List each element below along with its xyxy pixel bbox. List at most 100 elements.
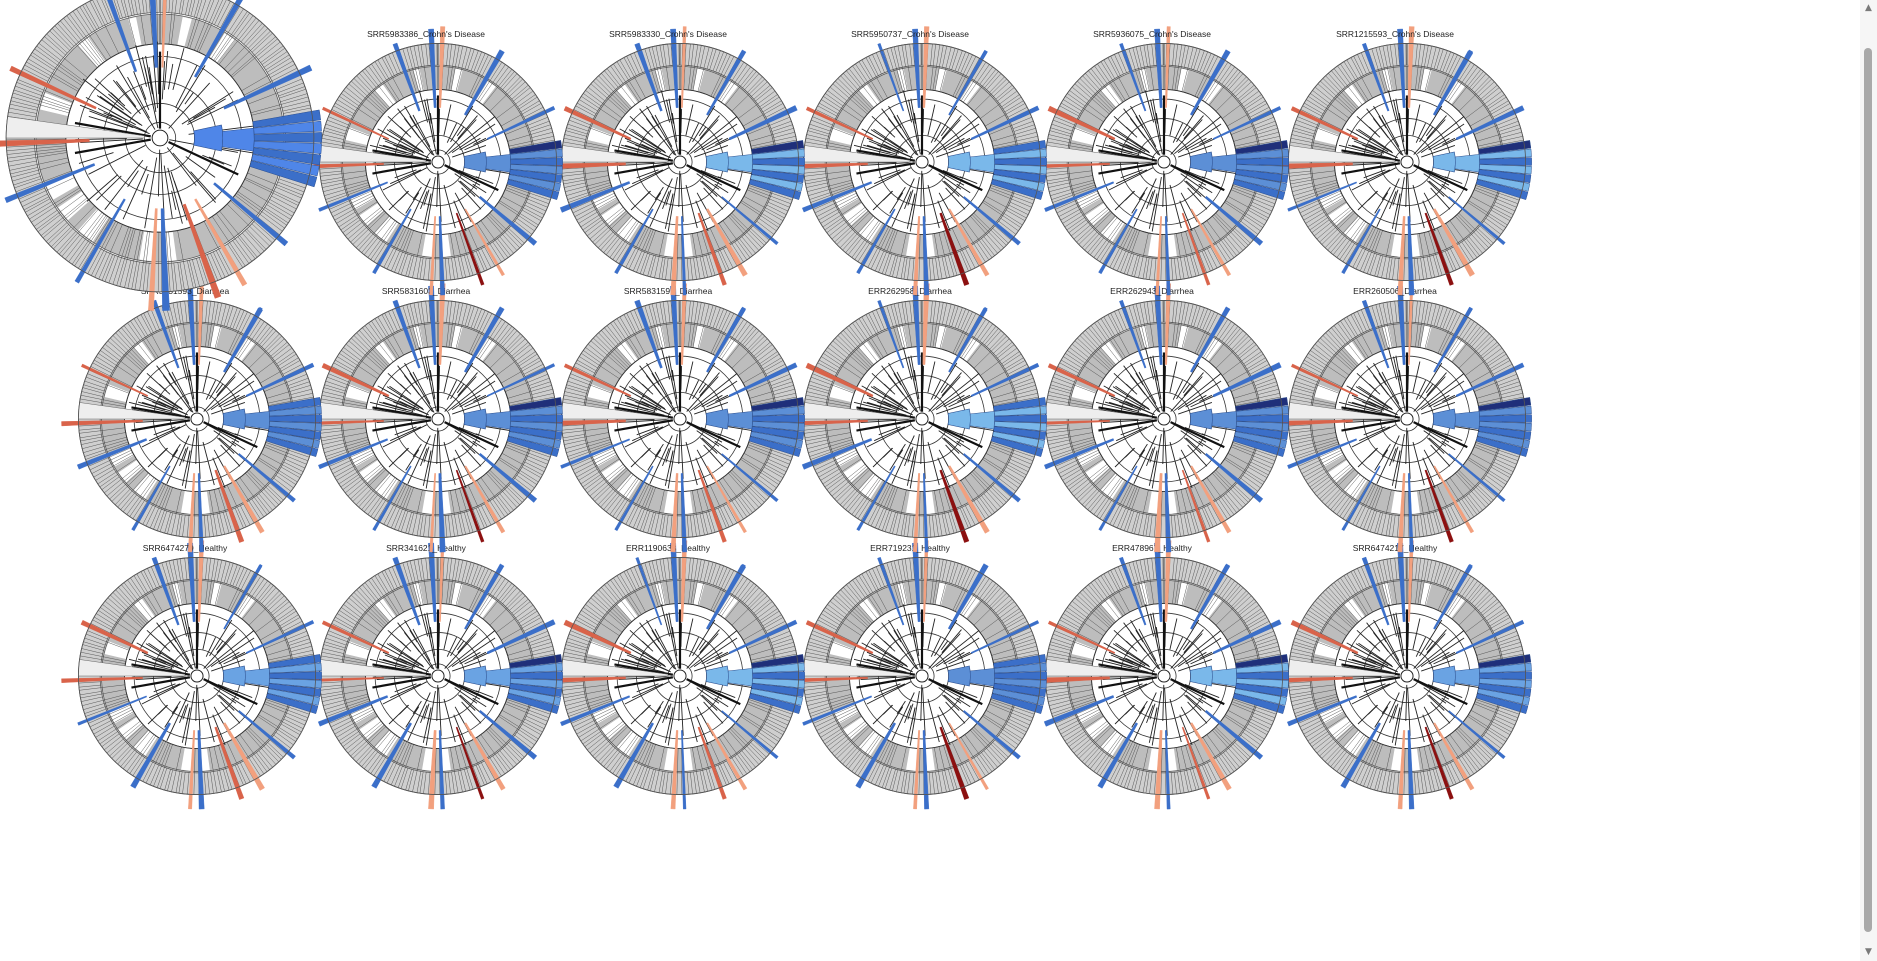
abundance-spike <box>1098 208 1138 275</box>
abundance-spike <box>1397 216 1406 296</box>
abundance-spike <box>970 620 1040 654</box>
abundance-spike <box>948 307 988 373</box>
sunburst-panel-crohns[interactable]: SRR5950737_Crohn's Disease <box>786 26 1047 296</box>
highlight-slice <box>1235 140 1289 155</box>
abundance-spike <box>1341 465 1381 532</box>
tree-trunk <box>444 678 499 706</box>
sunburst-gap <box>906 234 918 257</box>
abundance-spike <box>428 28 437 108</box>
highlight-slice <box>1475 436 1529 457</box>
sunburst-gap <box>1071 384 1096 403</box>
abundance-spike <box>1043 695 1115 727</box>
abundance-spike <box>187 473 196 553</box>
scrollbar-thumb[interactable] <box>1864 48 1872 932</box>
tree-trunk <box>74 138 151 155</box>
abundance-spike <box>1448 710 1506 760</box>
abundance-spike <box>856 208 896 275</box>
abundance-spike <box>151 556 180 626</box>
highlight-slice <box>993 397 1047 412</box>
scroll-down-arrow-icon[interactable]: ▼ <box>1865 947 1872 957</box>
sunburst-panel-healthy[interactable]: SRR6474279_Healthy <box>61 540 322 810</box>
abundance-spike <box>438 730 445 810</box>
panel-label: ERR1190638_Healthy <box>626 543 711 553</box>
tree-trunk <box>686 421 741 449</box>
tree-trunk <box>686 678 741 706</box>
highlight-slice <box>993 654 1047 669</box>
scroll-up-arrow-icon[interactable]: ▲ <box>1865 3 1872 13</box>
abundance-spike <box>245 362 315 398</box>
highlight-slice <box>265 693 319 714</box>
abundance-spike <box>670 473 679 553</box>
highlight-slice <box>1235 397 1289 412</box>
sunburst-panel-healthy[interactable]: ERR719231_Healthy <box>786 540 1047 810</box>
sunburst-gap <box>139 231 155 262</box>
panel-label: SRR5950737_Crohn's Disease <box>851 29 969 39</box>
vertical-scrollbar[interactable]: ▲ ▼ <box>1860 0 1877 961</box>
tree-trunk <box>1098 406 1158 419</box>
highlight-sector-mid <box>1211 154 1237 173</box>
panel-label: SRR5983330_Crohn's Disease <box>609 29 727 39</box>
sunburst-gap <box>1382 325 1393 349</box>
panel-label: SRR5831595_Diarrhea <box>624 286 713 296</box>
abundance-spike <box>563 106 632 141</box>
sunburst-gap <box>413 582 424 606</box>
abundance-spike <box>194 0 243 78</box>
abundance-spike <box>706 208 748 277</box>
sunburst-gap <box>1391 491 1403 514</box>
abundance-spike <box>76 438 148 470</box>
sunburst-panel-diarrhea[interactable]: ERR262943_Diarrhea <box>1028 283 1289 553</box>
abundance-spike <box>223 465 265 534</box>
sunburst-panel-diarrhea[interactable]: SRR5831595_Diarrhea <box>544 283 805 553</box>
abundance-spike <box>912 28 921 108</box>
tree-trunk <box>614 663 674 676</box>
highlight-slice <box>990 693 1044 714</box>
sunburst-gap <box>858 216 883 242</box>
sunburst-panel-crohns[interactable]: SRR5936075_Crohn's Disease <box>1028 26 1289 296</box>
sunburst-panel-crohns[interactable]: SRR5983386_Crohn's Disease <box>302 26 563 296</box>
abundance-spike <box>614 465 654 532</box>
sunburst-panel-healthy[interactable]: ERR478967_Healthy <box>1028 540 1289 810</box>
abundance-spike <box>131 465 171 532</box>
root-node <box>1400 155 1414 169</box>
sunburst-gap <box>345 127 370 146</box>
sunburst-panel-diarrhea[interactable]: ERR260506_Diarrhea <box>1271 283 1532 553</box>
abundance-spike <box>321 106 390 140</box>
tree-trunk <box>686 164 741 192</box>
sunburst-gap <box>858 473 883 499</box>
sunburst-gap <box>1382 582 1393 606</box>
sunburst-panel-overview[interactable] <box>0 0 322 311</box>
sunburst-gap <box>374 730 399 756</box>
sunburst-panel-healthy[interactable]: SRR6474217_Healthy <box>1271 540 1532 810</box>
sunburst-panel-healthy[interactable]: ERR1190638_Healthy <box>544 540 805 810</box>
abundance-spike <box>197 730 205 810</box>
abundance-spike <box>1407 216 1415 296</box>
tree-branches <box>853 347 996 489</box>
tree-trunk <box>856 663 916 676</box>
sunburst-gap <box>181 491 193 514</box>
sunburst-panel-diarrhea[interactable]: SRR5831593_Diarrhea <box>61 283 322 553</box>
highlight-slice <box>1478 397 1532 412</box>
tree-trunk <box>614 162 674 175</box>
root-node <box>673 669 687 683</box>
abundance-spike <box>1407 473 1414 553</box>
abundance-spike <box>922 216 930 296</box>
panel-label: ERR478967_Healthy <box>1112 543 1193 553</box>
abundance-spike <box>634 42 663 112</box>
sunburst-panel-diarrhea[interactable]: ERR262958_Diarrhea <box>786 283 1047 553</box>
sunburst-gap <box>906 491 918 514</box>
abundance-spike <box>948 465 990 534</box>
sunburst-panel-healthy[interactable]: SRR341621_Healthy <box>302 540 563 810</box>
sunburst-panel-crohns[interactable]: SRR1215593_Crohn's Disease <box>1271 26 1532 296</box>
abundance-spike <box>321 362 390 398</box>
tree-trunk <box>1098 419 1158 432</box>
sunburst-panel-crohns[interactable]: SRR5983330_Crohn's Disease <box>544 26 805 296</box>
highlight-slice <box>506 693 560 714</box>
abundance-spike <box>223 64 313 110</box>
sunburst-gap <box>1148 234 1160 257</box>
abundance-spike <box>939 212 970 286</box>
sunburst-gap <box>1177 582 1189 606</box>
sunburst-panel-diarrhea[interactable]: SRR5831603_Diarrhea <box>302 283 563 553</box>
panel-label: SRR5831593_Diarrhea <box>141 286 230 296</box>
abundance-spike <box>697 469 727 543</box>
